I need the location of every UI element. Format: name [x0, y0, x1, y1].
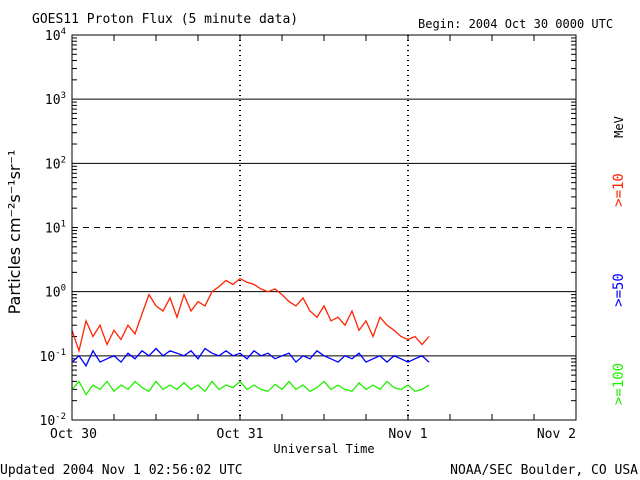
source-credit: NOAA/SEC Boulder, CO USA [450, 463, 638, 478]
chart-title: GOES11 Proton Flux (5 minute data) [32, 12, 298, 27]
y-tick-label: 103 [45, 91, 66, 108]
x-tick-label: Oct 31 [217, 427, 264, 442]
x-axis-label: Universal Time [273, 442, 374, 456]
y-tick-label: 10-1 [40, 348, 67, 365]
y-tick-label: 100 [45, 284, 66, 301]
series-line [71, 380, 430, 396]
legend-entry: >=10 [611, 173, 627, 207]
x-tick-label: Nov 2 [537, 427, 576, 442]
gridlines [72, 35, 576, 420]
y-tick-exponent: 4 [61, 27, 66, 37]
y-tick-label: 104 [45, 27, 66, 44]
y-tick-exponent: 0 [61, 284, 66, 294]
updated-timestamp: Updated 2004 Nov 1 02:56:02 UTC [0, 463, 243, 478]
legend-entry: >=100 [611, 363, 627, 405]
x-tick-label: Nov 1 [388, 427, 427, 442]
y-tick-label: 102 [45, 155, 66, 172]
x-tick-label: Oct 30 [50, 427, 97, 442]
y-tick-exponent: 2 [61, 155, 66, 165]
y-tick-labels: 104 103 102 101 100 10-1 1 0 -2 [40, 27, 67, 429]
unit-label: MeV [612, 116, 626, 138]
y-tick-label: 101 [45, 220, 66, 237]
begin-label: Begin: 2004 Oct 30 0000 UTC [418, 17, 613, 31]
legend-entry: >=50 [611, 273, 627, 307]
y-tick-exponent: 1 [61, 220, 66, 230]
legend: >=10 >=50 >=100 [611, 173, 627, 405]
y-tick-exponent: -1 [55, 348, 66, 358]
plot-frame [71, 34, 577, 421]
series-line [71, 347, 430, 368]
axis-ticks [72, 35, 576, 420]
series-line [71, 277, 430, 354]
x-tick-labels: Oct 30 Oct 31 Nov 1 Nov 2 [50, 427, 576, 442]
y-axis-label: Particles cm⁻²s⁻¹sr⁻¹ [5, 150, 24, 315]
data-series [71, 277, 430, 396]
y-tick-exponent: -2 [55, 412, 66, 422]
y-tick-exponent: 3 [61, 91, 66, 101]
